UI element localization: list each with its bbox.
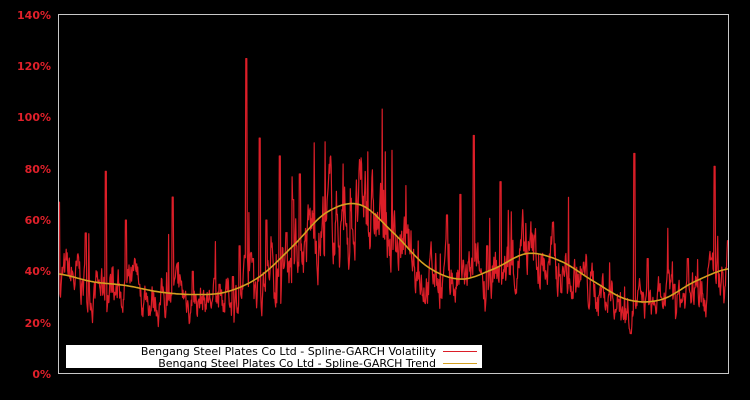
y-tick-label: 140% bbox=[17, 9, 51, 22]
legend-label-trend: Bengang Steel Plates Co Ltd - Spline-GAR… bbox=[158, 357, 436, 370]
legend-box bbox=[66, 345, 482, 368]
y-tick-label: 0% bbox=[32, 368, 51, 381]
y-tick-label: 60% bbox=[25, 214, 51, 227]
legend: Bengang Steel Plates Co Ltd - Spline-GAR… bbox=[66, 345, 482, 370]
y-tick-label: 120% bbox=[17, 60, 51, 73]
legend-label-volatility: Bengang Steel Plates Co Ltd - Spline-GAR… bbox=[141, 345, 437, 358]
volatility-series-line bbox=[58, 57, 729, 335]
trend-series-line bbox=[58, 202, 729, 303]
y-tick-label: 80% bbox=[25, 163, 51, 176]
axes-frame bbox=[58, 14, 729, 374]
y-tick-label: 20% bbox=[25, 317, 51, 330]
plot-area bbox=[58, 57, 729, 335]
y-tick-label: 100% bbox=[17, 111, 51, 124]
y-tick-label: 40% bbox=[25, 265, 51, 278]
y-axis: 0% 20% 40% 60% 80% 100% 120% 140% bbox=[17, 9, 51, 381]
